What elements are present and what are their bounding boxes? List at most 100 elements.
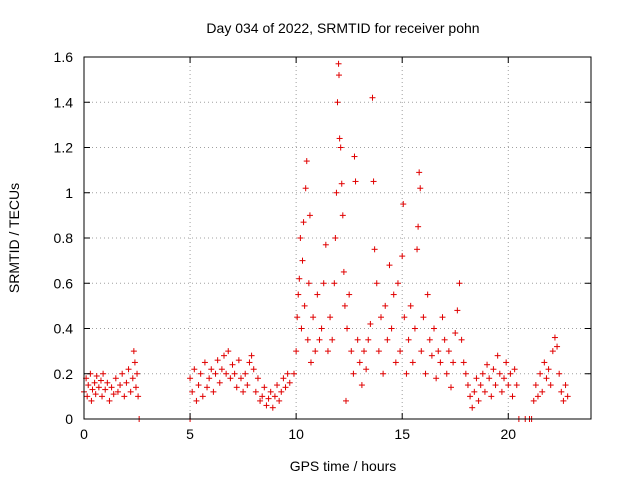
data-point (424, 291, 431, 298)
data-point (564, 393, 571, 400)
data-point (373, 280, 380, 287)
data-point (223, 370, 230, 377)
data-point (390, 291, 397, 298)
data-point (377, 314, 384, 321)
data-point (416, 169, 423, 176)
data-point (340, 268, 347, 275)
data-point (195, 382, 202, 389)
data-point (299, 257, 306, 264)
data-point (386, 262, 393, 269)
data-point (306, 212, 313, 219)
data-point (394, 280, 401, 287)
data-point (235, 357, 242, 364)
data-point (301, 302, 308, 309)
data-point (509, 393, 516, 400)
data-point (208, 366, 215, 373)
data-point (125, 366, 132, 373)
data-point (320, 280, 327, 287)
data-point (312, 348, 319, 355)
data-point (327, 314, 334, 321)
data-point (534, 393, 541, 400)
data-point (473, 375, 480, 382)
data-point (358, 382, 365, 389)
data-point (458, 336, 465, 343)
data-point (130, 348, 137, 355)
data-point (322, 241, 329, 248)
data-point (361, 348, 368, 355)
data-point (367, 320, 374, 327)
data-point (556, 370, 563, 377)
data-point (89, 386, 96, 393)
data-point (123, 379, 130, 386)
data-point (237, 375, 244, 382)
data-point (490, 366, 497, 373)
data-point (304, 336, 311, 343)
data-point (333, 189, 340, 196)
data-point (501, 375, 508, 382)
data-point (242, 370, 249, 377)
data-point (494, 352, 501, 359)
data-point (407, 302, 414, 309)
data-point (210, 388, 217, 395)
data-point (131, 359, 138, 366)
data-point (414, 246, 421, 253)
x-tick-label: 10 (288, 426, 304, 442)
data-point (297, 235, 304, 241)
data-point (344, 325, 351, 332)
data-point (498, 388, 505, 395)
data-point (334, 99, 341, 106)
data-point (248, 352, 255, 359)
data-point (420, 314, 427, 321)
data-point (562, 382, 569, 389)
data-point (354, 336, 361, 343)
data-point (93, 373, 100, 380)
data-point (295, 291, 302, 298)
y-tick-label: 0 (65, 411, 73, 427)
data-point (507, 370, 514, 377)
data-point (532, 382, 539, 389)
data-point (187, 375, 194, 382)
data-point (88, 397, 95, 404)
data-point (267, 388, 274, 395)
data-point (257, 397, 264, 404)
data-point (549, 348, 556, 355)
data-point (484, 361, 491, 368)
data-point (403, 370, 410, 377)
data-point (348, 348, 355, 355)
y-tick-label: 1 (65, 185, 73, 201)
data-point (332, 235, 339, 241)
data-point (539, 388, 546, 395)
data-point (214, 357, 221, 364)
data-point (225, 348, 232, 355)
data-point (284, 370, 291, 377)
chart-title: Day 034 of 2022, SRMTID for receiver poh… (206, 20, 479, 36)
data-point (97, 377, 104, 384)
data-point (405, 336, 412, 343)
data-point (462, 370, 469, 377)
data-point (399, 253, 406, 260)
data-point (305, 280, 312, 287)
data-point (469, 404, 476, 411)
data-point (212, 370, 219, 377)
data-point (363, 366, 370, 373)
y-tick-label: 0.8 (54, 230, 74, 246)
data-point (231, 370, 238, 377)
data-point (302, 185, 309, 192)
data-point (356, 359, 363, 366)
data-point (530, 397, 537, 404)
data-point (271, 393, 278, 400)
y-tick-label: 0.4 (54, 321, 74, 337)
data-point (415, 223, 422, 230)
data-point (443, 370, 450, 377)
y-axis-label: SRMTID / TECUs (6, 183, 22, 293)
data-point (117, 382, 124, 389)
data-point (341, 302, 348, 309)
data-point (417, 185, 424, 192)
data-point (298, 325, 305, 332)
data-point (337, 144, 344, 151)
data-point (119, 370, 126, 377)
data-point (314, 291, 321, 298)
data-point (511, 366, 518, 373)
data-point (382, 302, 389, 309)
